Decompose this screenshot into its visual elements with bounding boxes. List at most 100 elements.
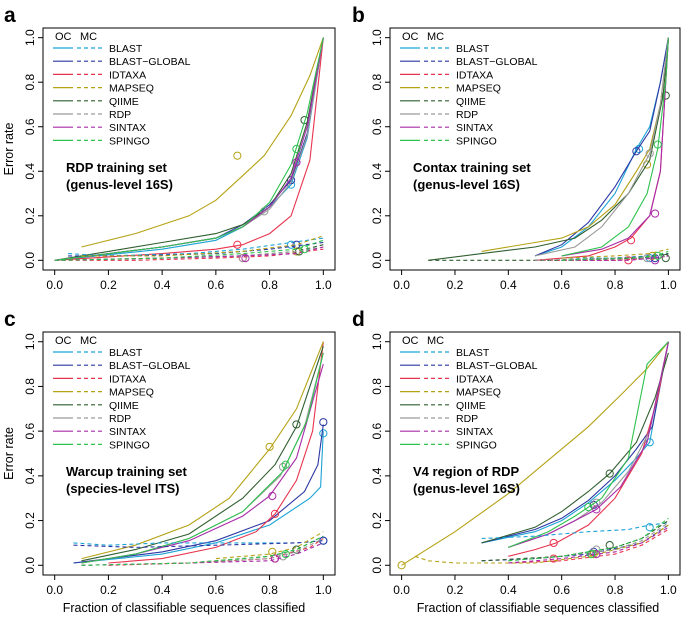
marker-blast-global-dashed — [650, 253, 660, 263]
series-mapseq-dashed — [561, 248, 669, 259]
panel-a: a 0.0 0.2 0.4 0.6 0.8 1.0 0.0 0.2 0.4 0.6 0.8 1.0 Err… — [2, 4, 336, 292]
x-tick-label: 0.2 — [100, 278, 117, 292]
legend-label-rdp: RDP — [456, 109, 478, 121]
panel-letter: b — [352, 4, 365, 27]
series-spingo-solid — [54, 37, 324, 261]
series-idtaxa-solid — [54, 37, 324, 261]
series-blast-global-solid — [54, 37, 324, 261]
series-mapseq-solid — [81, 341, 324, 560]
legend-label-spingo: SPINGO — [109, 135, 150, 147]
series-blast-global-solid — [534, 37, 669, 257]
marker-sintax-solid — [292, 158, 301, 167]
y-tick-label: 0.6 — [23, 422, 37, 439]
series-spingo-solid — [508, 341, 669, 548]
marker-mapseq-solid — [397, 561, 406, 570]
y-tick-label: 1.0 — [370, 29, 384, 46]
series-rdp-solid — [54, 37, 324, 261]
legend-header-mc: MC — [427, 335, 444, 347]
series-mapseq-dashed — [414, 524, 669, 564]
x-tick-label: 0.0 — [46, 278, 63, 292]
marker-spingo-solid — [281, 460, 290, 469]
marker-sintax-solid — [592, 505, 601, 514]
plot-frame — [42, 331, 336, 576]
series-sintax-dashed — [508, 526, 669, 564]
series-sintax-solid — [561, 37, 669, 257]
marker-mapseq-solid — [265, 442, 274, 451]
series-blast-dashed — [68, 237, 324, 257]
y-tick-label: 0.4 — [23, 467, 37, 484]
legend-label-blast: BLAST — [109, 43, 143, 55]
x-tick-label: 0.4 — [154, 583, 171, 597]
series-sintax-solid — [54, 37, 324, 261]
series-qiime-solid — [81, 346, 324, 562]
series-spingo-dashed — [54, 239, 324, 261]
y-axis-title: Error rate — [2, 123, 16, 176]
y-tick-label: 1.0 — [370, 333, 384, 350]
panel-annotation-line: (genus-level 16S) — [413, 177, 520, 192]
panel-annotation-line: (genus-level 16S) — [413, 481, 520, 496]
series-spingo-solid — [81, 352, 324, 564]
series-idtaxa-solid — [108, 341, 324, 564]
x-tick-label: 1.0 — [315, 583, 332, 597]
legend-label-rdp: RDP — [109, 413, 131, 425]
panel-annotation-line: Warcup training set — [66, 464, 188, 479]
y-tick-label: 0.0 — [23, 557, 37, 574]
series-spingo-dashed — [81, 535, 324, 566]
legend-header-mc: MC — [427, 31, 444, 43]
y-tick-label: 1.0 — [23, 29, 37, 46]
legend-label-qiime: QIIME — [456, 400, 486, 412]
marker-blast-global-solid — [319, 418, 328, 427]
y-tick-label: 0.2 — [370, 207, 384, 224]
marker-blast-dashed — [645, 523, 654, 532]
x-axis-title-left: Fraction of classifiable sequences class… — [63, 601, 306, 615]
marker-idtaxa-solid — [549, 538, 558, 548]
marker-mapseq-solid — [233, 151, 242, 160]
x-tick-label: 0.6 — [208, 278, 225, 292]
panel-b: b 0.0 0.2 0.4 0.6 0.8 1.0 0.0 0.2 0.4 0.6 0.8 1.0 OC M… — [352, 4, 681, 292]
series-idtaxa-dashed — [108, 538, 324, 566]
x-tick-label: 0.2 — [447, 583, 464, 597]
marker-spingo-solid — [584, 503, 593, 512]
marker-blast-solid — [645, 438, 654, 447]
panel-letter: d — [352, 308, 365, 331]
x-tick-label: 0.4 — [500, 583, 517, 597]
x-tick-label: 0.8 — [607, 583, 624, 597]
marker-rdp-dashed — [642, 253, 652, 263]
legend-header-oc: OC — [402, 335, 419, 347]
panel-annotation-line: (genus-level 16S) — [66, 177, 173, 192]
legend-label-idtaxa: IDTAXA — [109, 373, 146, 385]
y-tick-label: 0.8 — [370, 378, 384, 395]
panel-letter: c — [4, 308, 16, 331]
marker-idtaxa-solid — [626, 236, 636, 245]
plot-frame — [389, 27, 681, 271]
x-tick-label: 1.0 — [660, 278, 677, 292]
marker-qiime-dashed — [605, 541, 614, 550]
plot-frame — [42, 27, 336, 271]
legend-label-blast: BLAST — [456, 347, 490, 359]
legend-label-qiime: QIIME — [109, 400, 139, 412]
x-tick-label: 0.8 — [261, 278, 278, 292]
legend-label-blast-global: BLAST−GLOBAL — [109, 56, 191, 68]
series-mapseq-dashed — [81, 235, 324, 257]
y-tick-label: 0.6 — [23, 118, 37, 135]
series-blast-solid — [54, 37, 324, 261]
legend-header-oc: OC — [55, 335, 72, 347]
marker-sintax-solid — [650, 209, 660, 218]
legend-label-spingo: SPINGO — [456, 439, 497, 451]
y-tick-label: 0.8 — [370, 74, 384, 91]
marker-qiime-dashed — [661, 253, 670, 263]
series-rdp-solid — [534, 37, 669, 257]
marker-qiime-solid — [661, 91, 670, 100]
panel-annotation-line: (species-level ITS) — [66, 481, 179, 496]
legend-label-blast-global: BLAST−GLOBAL — [456, 56, 538, 68]
legend-header-oc: OC — [402, 31, 419, 43]
y-tick-label: 0.0 — [370, 252, 384, 269]
legend-label-idtaxa: IDTAXA — [456, 69, 493, 81]
x-tick-label: 0.0 — [393, 583, 410, 597]
panel-annotation-line: Contax training set — [413, 160, 531, 175]
legend-label-sintax: SINTAX — [109, 122, 146, 134]
x-tick-label: 1.0 — [660, 583, 677, 597]
y-tick-label: 0.2 — [23, 512, 37, 529]
legend-label-mapseq: MAPSEQ — [109, 83, 154, 95]
y-tick-label: 0.2 — [23, 207, 37, 224]
